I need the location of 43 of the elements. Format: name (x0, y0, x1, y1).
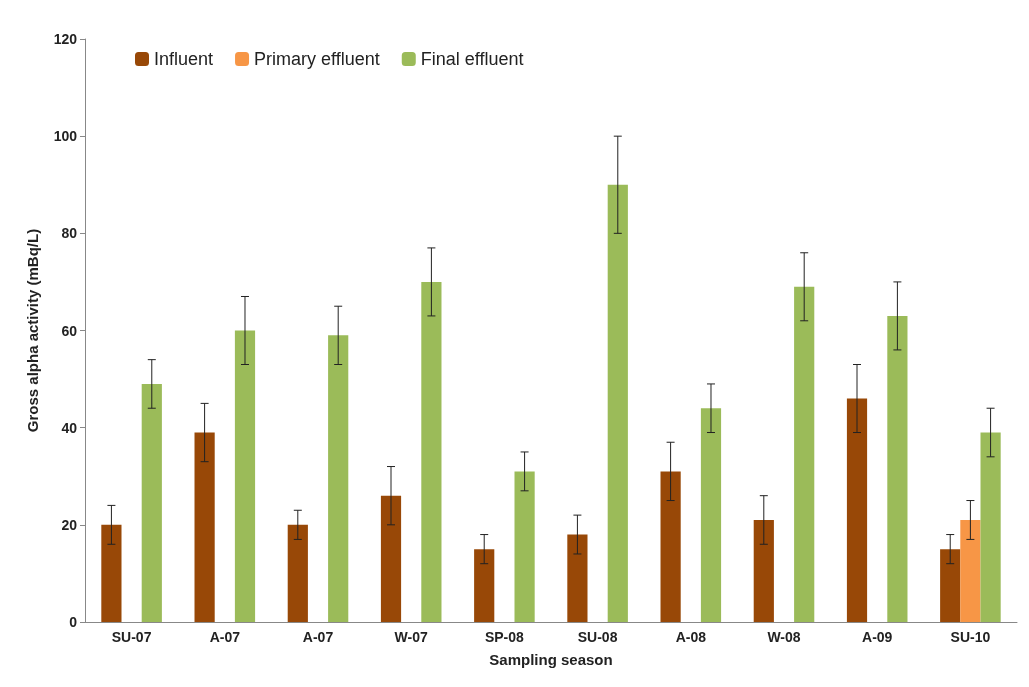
x-tick-label: SU-10 (950, 629, 991, 645)
legend-label: Influent (154, 49, 214, 69)
bar (234, 330, 256, 622)
x-tick-label: A-08 (675, 629, 707, 645)
y-tick-label: 60 (61, 322, 78, 339)
bar (794, 286, 815, 622)
bar (141, 383, 162, 622)
bar (607, 184, 628, 622)
bar (328, 335, 349, 622)
bar (101, 524, 122, 622)
bar (514, 471, 535, 622)
bar (846, 398, 868, 622)
x-tick-label: W-07 (394, 629, 428, 645)
x-axis-title: Sampling season (489, 651, 613, 668)
y-tick-label: 100 (53, 128, 78, 145)
y-tick-label: 120 (53, 31, 78, 47)
x-tick-label: W-08 (767, 629, 801, 645)
bar (753, 519, 774, 622)
bar (287, 524, 308, 622)
bar (980, 432, 1001, 622)
y-tick-label: 20 (61, 516, 78, 533)
y-tick-label: 0 (69, 614, 78, 630)
y-tick-label: 40 (61, 419, 78, 436)
bar (700, 408, 722, 622)
bar (887, 315, 908, 622)
bar (940, 549, 961, 622)
bar (421, 281, 442, 622)
x-tick-label: SP-08 (484, 629, 525, 645)
legend-label: Final effluent (420, 49, 524, 69)
bar (567, 534, 588, 622)
x-tick-label: SU-08 (577, 629, 618, 645)
x-tick-label: A-07 (302, 629, 334, 645)
y-axis-title: Gross alpha activity (mBq/L) (24, 228, 41, 433)
x-tick-label: A-07 (209, 629, 241, 645)
bar (960, 519, 981, 622)
bar (474, 549, 495, 622)
y-tick-label: 80 (61, 225, 78, 242)
bar (380, 495, 402, 622)
x-tick-label: A-09 (862, 629, 893, 645)
x-tick-label: SU-07 (111, 629, 152, 645)
bar (194, 432, 215, 622)
bar (660, 471, 681, 622)
legend-label: Primary effluent (254, 49, 380, 69)
